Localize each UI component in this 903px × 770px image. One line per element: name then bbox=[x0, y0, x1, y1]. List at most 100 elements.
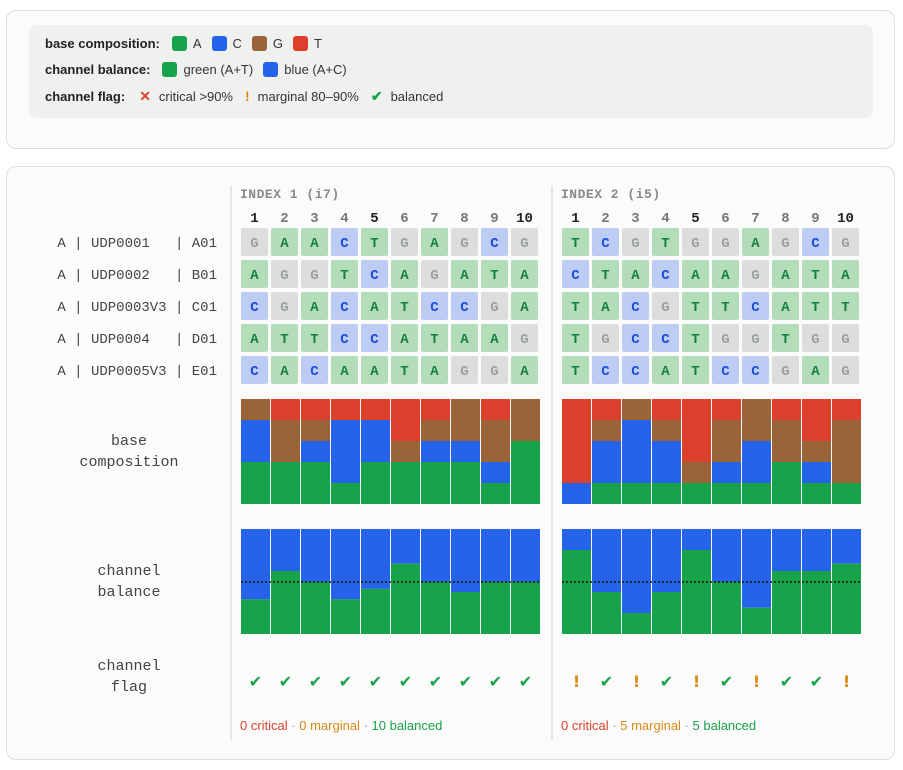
flag-balanced-icon: ✔ bbox=[249, 672, 262, 691]
base-tile-a bbox=[241, 324, 268, 352]
legend-item-c: C bbox=[232, 35, 242, 51]
index-panel-2: INDEX 2 (i5)1 2 3 4 5 6 7 8 9 10T C G T G G A G C GC T A C A A G… bbox=[551, 186, 861, 740]
composition-segment-t bbox=[391, 399, 420, 441]
base-letter: A bbox=[460, 268, 469, 284]
base-letter: G bbox=[520, 332, 528, 348]
base-tile-t bbox=[682, 356, 709, 384]
base-tile-c bbox=[622, 324, 649, 352]
base-letter: G bbox=[460, 236, 468, 252]
legend-channel-flag: channel flag: ✕ critical >90% ! marginal 8… bbox=[45, 86, 449, 106]
base-letter: T bbox=[571, 300, 579, 316]
base-letter: T bbox=[571, 236, 579, 252]
base-tile-c bbox=[331, 324, 358, 352]
base-letter: T bbox=[400, 300, 408, 316]
balance-blue-segment bbox=[802, 529, 831, 571]
base-letter: T bbox=[811, 300, 819, 316]
composition-segment-a bbox=[241, 462, 270, 504]
base-tile-a bbox=[361, 292, 388, 320]
base-letter: G bbox=[601, 332, 609, 348]
composition-segment-c bbox=[421, 441, 450, 462]
base-tile-c bbox=[622, 292, 649, 320]
composition-segment-t bbox=[712, 399, 741, 420]
balance-green-segment bbox=[271, 571, 300, 634]
balance-green-segment bbox=[481, 581, 510, 634]
base-tile-c bbox=[562, 260, 589, 288]
flag-balanced-icon: ✔ bbox=[399, 672, 412, 691]
base-letter: T bbox=[571, 364, 579, 380]
base-tile-c bbox=[622, 356, 649, 384]
base-tile-t bbox=[301, 324, 328, 352]
base-letter: T bbox=[310, 332, 318, 348]
balance-green-segment bbox=[301, 581, 330, 634]
base-tile-c bbox=[481, 228, 508, 256]
base-letter: A bbox=[781, 300, 790, 316]
balance-blue-segment bbox=[271, 529, 300, 571]
base-letter: G bbox=[430, 268, 438, 284]
base-tile-t bbox=[361, 228, 388, 256]
base-tile-g bbox=[301, 260, 328, 288]
base-letter: C bbox=[811, 236, 820, 252]
base-tile-a bbox=[652, 356, 679, 384]
base-letter: G bbox=[751, 332, 759, 348]
base-tile-c bbox=[592, 228, 619, 256]
flag-summary-part: 0 critical bbox=[240, 718, 288, 733]
base-tile-c bbox=[652, 324, 679, 352]
base-letter: A bbox=[370, 364, 379, 380]
base-letter: C bbox=[661, 332, 670, 348]
legend-item-t: T bbox=[314, 35, 322, 51]
base-tile-t bbox=[391, 292, 418, 320]
base-tile-a bbox=[772, 260, 799, 288]
base-letter: C bbox=[490, 236, 499, 252]
base-tile-a bbox=[301, 292, 328, 320]
composition-segment-t bbox=[331, 399, 360, 420]
balance-blue-segment bbox=[511, 529, 540, 582]
base-tile-a bbox=[511, 260, 538, 288]
composition-segment-g bbox=[772, 420, 801, 462]
base-letter: T bbox=[400, 364, 408, 380]
legend-channel-flag-label: channel flag: bbox=[45, 88, 126, 104]
composition-segment-g bbox=[592, 420, 621, 441]
balance-blue-segment bbox=[331, 529, 360, 600]
base-letter: A bbox=[520, 364, 529, 380]
base-letter: C bbox=[571, 268, 580, 284]
base-letter: A bbox=[841, 268, 850, 284]
base-tile-a bbox=[331, 356, 358, 384]
position-label: 6 bbox=[721, 211, 729, 227]
balance-green-segment bbox=[622, 613, 651, 634]
position-label: 9 bbox=[811, 211, 819, 227]
base-tile-g bbox=[742, 260, 769, 288]
composition-segment-c bbox=[592, 441, 621, 483]
flag-marginal-icon: ! bbox=[753, 672, 760, 691]
base-letter: C bbox=[250, 300, 259, 316]
base-letter: C bbox=[721, 364, 730, 380]
legend-swatch-g bbox=[251, 35, 267, 51]
base-tile-a bbox=[451, 324, 478, 352]
base-tile-t bbox=[562, 324, 589, 352]
base-letter: T bbox=[601, 268, 609, 284]
position-label: 8 bbox=[781, 211, 789, 227]
base-tile-t bbox=[562, 292, 589, 320]
balance-green-segment bbox=[361, 588, 390, 634]
flag-summary-part: 0 critical bbox=[561, 718, 609, 733]
base-letter: A bbox=[310, 300, 319, 316]
base-letter: G bbox=[310, 268, 318, 284]
base-tile-g bbox=[742, 324, 769, 352]
base-tile-a bbox=[421, 228, 448, 256]
base-tile-a bbox=[742, 228, 769, 256]
row-label: flag bbox=[111, 679, 147, 696]
base-letter: G bbox=[631, 236, 639, 252]
base-tile-t bbox=[331, 260, 358, 288]
legend-swatch-t bbox=[293, 35, 309, 51]
composition-segment-c bbox=[241, 420, 270, 462]
base-tile-c bbox=[241, 292, 268, 320]
composition-segment-a bbox=[361, 462, 390, 504]
legend-item-blue: blue (A+C) bbox=[284, 61, 347, 77]
base-letter: C bbox=[631, 332, 640, 348]
composition-segment-c bbox=[481, 462, 510, 483]
composition-segment-t bbox=[481, 399, 510, 420]
base-tile-g bbox=[772, 356, 799, 384]
base-tile-c bbox=[241, 356, 268, 384]
base-letter: A bbox=[721, 268, 730, 284]
flag-balanced-icon: ✔ bbox=[279, 672, 292, 691]
base-letter: G bbox=[520, 236, 528, 252]
